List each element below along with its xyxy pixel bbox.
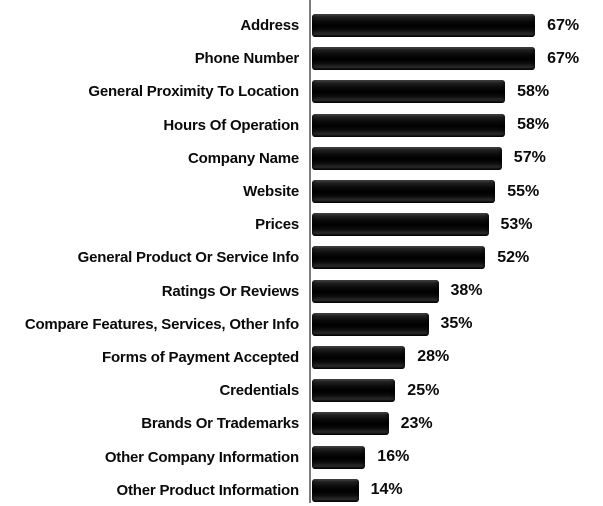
bar-track: 67% <box>309 47 580 71</box>
bar-track: 58% <box>309 80 550 104</box>
category-label: Compare Features, Services, Other Info <box>24 315 299 333</box>
value-label: 28% <box>417 348 450 366</box>
value-label: 67% <box>547 49 580 67</box>
bar-track: 57% <box>309 146 546 170</box>
chart-row: Website 55% <box>0 175 603 208</box>
value-label: 55% <box>507 182 540 200</box>
bar <box>312 180 496 204</box>
bar <box>312 80 506 104</box>
bar-track: 52% <box>309 246 530 270</box>
category-label: Phone Number <box>194 50 299 68</box>
bar <box>312 246 486 270</box>
chart-row: Credentials 25% <box>0 374 603 407</box>
value-label: 58% <box>517 82 550 100</box>
category-label: Other Company Information <box>104 448 299 466</box>
bar-track: 14% <box>309 478 403 502</box>
bar-track: 55% <box>309 180 540 204</box>
category-label: General Proximity To Location <box>88 83 299 101</box>
chart-row: Brands Or Trademarks 23% <box>0 407 603 440</box>
bar-track: 28% <box>309 345 450 369</box>
value-label: 52% <box>497 248 530 266</box>
chart-row: Other Company Information 16% <box>0 440 603 473</box>
chart-row: Prices 53% <box>0 208 603 241</box>
category-label: Ratings Or Reviews <box>161 282 299 300</box>
value-label: 16% <box>377 448 410 466</box>
bar-track: 35% <box>309 312 473 336</box>
value-label: 67% <box>547 16 580 34</box>
bar <box>312 445 366 469</box>
bar-track: 38% <box>309 279 483 303</box>
value-label: 57% <box>513 149 546 167</box>
category-label: General Product Or Service Info <box>77 249 300 267</box>
chart-row: Hours Of Operation 58% <box>0 109 603 142</box>
value-label: 58% <box>517 116 550 134</box>
bar-track: 58% <box>309 113 550 137</box>
chart-row: Address 67% <box>0 9 603 42</box>
value-label: 53% <box>500 215 533 233</box>
bar <box>312 14 536 38</box>
chart-row: Compare Features, Services, Other Info 3… <box>0 308 603 341</box>
value-label: 35% <box>440 315 473 333</box>
chart-row: General Proximity To Location 58% <box>0 75 603 108</box>
bar <box>312 379 396 403</box>
chart-row: General Product Or Service Info 52% <box>0 241 603 274</box>
category-label: Credentials <box>219 382 300 400</box>
bar <box>312 279 439 303</box>
bar <box>312 146 502 170</box>
chart-row: Phone Number 67% <box>0 42 603 75</box>
chart-row: Ratings Or Reviews 38% <box>0 275 603 308</box>
chart-row: Other Product Information 14% <box>0 474 603 506</box>
bar <box>312 345 406 369</box>
y-axis-line <box>309 0 311 503</box>
value-label: 23% <box>400 414 433 432</box>
chart-row: Company Name 57% <box>0 142 603 175</box>
category-label: Forms of Payment Accepted <box>102 348 299 366</box>
bar <box>312 47 536 71</box>
bar-track: 16% <box>309 445 410 469</box>
bar-track: 53% <box>309 213 533 237</box>
bar <box>312 113 506 137</box>
category-label: Company Name <box>188 149 299 167</box>
bar <box>312 478 359 502</box>
category-label: Brands Or Trademarks <box>141 415 299 433</box>
category-label: Other Product Information <box>116 481 299 499</box>
value-label: 14% <box>370 481 403 499</box>
value-label: 38% <box>450 282 483 300</box>
value-label: 25% <box>407 381 440 399</box>
bar-track: 25% <box>309 379 440 403</box>
chart-row: Forms of Payment Accepted 28% <box>0 341 603 374</box>
bar <box>312 312 429 336</box>
bar-track: 23% <box>309 412 433 436</box>
category-label: Prices <box>255 216 299 234</box>
category-label: Address <box>240 17 299 35</box>
category-label: Hours Of Operation <box>163 116 299 134</box>
bar <box>312 412 389 436</box>
category-label: Website <box>243 183 299 201</box>
bar-track: 67% <box>309 14 580 38</box>
bar <box>312 213 489 237</box>
chart-rows: Address 67% Phone Number 67% General Pro… <box>0 9 603 506</box>
